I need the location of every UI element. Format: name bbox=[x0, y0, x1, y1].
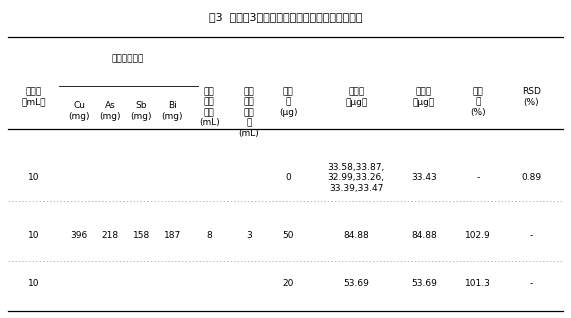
Text: 8: 8 bbox=[206, 231, 212, 240]
Text: 20: 20 bbox=[283, 280, 294, 288]
Text: 101.3: 101.3 bbox=[465, 280, 490, 288]
Text: 50: 50 bbox=[283, 231, 294, 240]
Text: 测定值
（μg）: 测定值 （μg） bbox=[345, 87, 367, 107]
Text: 10: 10 bbox=[28, 231, 39, 240]
Text: 取样里
（mL）: 取样里 （mL） bbox=[22, 87, 46, 107]
Text: 84.88: 84.88 bbox=[343, 231, 369, 240]
Text: -: - bbox=[476, 173, 480, 182]
Text: 杂质离子含量: 杂质离子含量 bbox=[111, 54, 143, 64]
Text: 0.89: 0.89 bbox=[521, 173, 541, 182]
Text: As
(mg): As (mg) bbox=[99, 101, 121, 121]
Text: 53.69: 53.69 bbox=[411, 280, 437, 288]
Text: 10: 10 bbox=[28, 280, 39, 288]
Text: Cu
(mg): Cu (mg) bbox=[69, 101, 90, 121]
Text: 酒石
酸加
入量
(mL): 酒石 酸加 入量 (mL) bbox=[199, 87, 219, 127]
Text: 53.69: 53.69 bbox=[343, 280, 369, 288]
Text: 102.9: 102.9 bbox=[465, 231, 490, 240]
Text: RSD
(%): RSD (%) bbox=[522, 87, 541, 107]
Text: 0: 0 bbox=[286, 173, 291, 182]
Text: 3: 3 bbox=[246, 231, 252, 240]
Text: Sb
(mg): Sb (mg) bbox=[131, 101, 152, 121]
Text: 10: 10 bbox=[28, 173, 39, 182]
Text: 平均值
（μg）: 平均值 （μg） bbox=[413, 87, 435, 107]
Text: 过氧
化氢
加入
量
(mL): 过氧 化氢 加入 量 (mL) bbox=[238, 87, 259, 138]
Text: 218: 218 bbox=[102, 231, 119, 240]
Text: Bi
(mg): Bi (mg) bbox=[162, 101, 183, 121]
Text: 33.58,33.87,
32.99,33.26,
33.39,33.47: 33.58,33.87, 32.99,33.26, 33.39,33.47 bbox=[328, 163, 385, 193]
Text: 表3  实施例3样品分析结果及加标回收率与精密度: 表3 实施例3样品分析结果及加标回收率与精密度 bbox=[209, 12, 362, 22]
Text: 187: 187 bbox=[164, 231, 181, 240]
Text: -: - bbox=[530, 231, 533, 240]
Text: 396: 396 bbox=[70, 231, 88, 240]
Text: 33.43: 33.43 bbox=[411, 173, 437, 182]
Text: 158: 158 bbox=[132, 231, 150, 240]
Text: 84.88: 84.88 bbox=[411, 231, 437, 240]
Text: 加标
量
(μg): 加标 量 (μg) bbox=[279, 87, 297, 117]
Text: -: - bbox=[530, 280, 533, 288]
Text: 回收
率
(%): 回收 率 (%) bbox=[470, 87, 485, 117]
